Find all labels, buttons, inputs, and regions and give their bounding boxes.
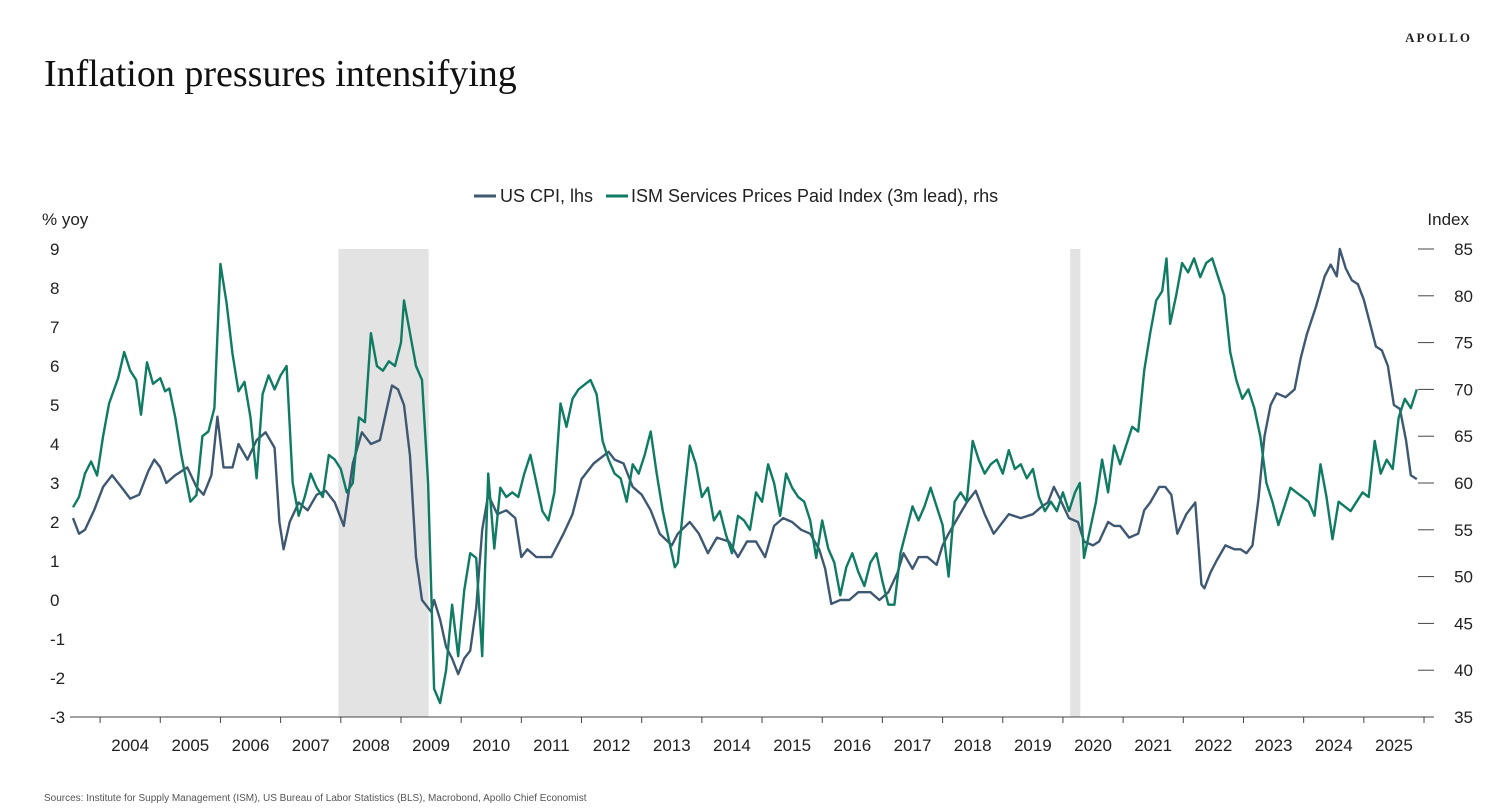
x-tick-label: 2014: [713, 736, 751, 755]
left-tick-label: -2: [50, 669, 65, 688]
x-tick-label: 2022: [1194, 736, 1232, 755]
left-tick-label: 2: [50, 513, 59, 532]
x-tick-label: 2013: [653, 736, 691, 755]
x-tick-label: 2004: [111, 736, 149, 755]
x-tick-label: 2009: [412, 736, 450, 755]
brand-logo: APOLLO: [1405, 30, 1472, 45]
right-tick-label: 80: [1454, 287, 1473, 306]
source-note: Sources: Institute for Supply Management…: [44, 793, 587, 804]
left-tick-label: 0: [50, 591, 59, 610]
x-tick-label: 2025: [1375, 736, 1413, 755]
right-tick-label: 85: [1454, 240, 1473, 259]
x-tick-label: 2021: [1134, 736, 1172, 755]
left-tick-label: 7: [50, 318, 59, 337]
x-tick-label: 2016: [833, 736, 871, 755]
right-tick-label: 75: [1454, 334, 1473, 353]
x-tick-label: 2023: [1255, 736, 1293, 755]
left-tick-label: 9: [50, 240, 59, 259]
x-tick-label: 2008: [352, 736, 390, 755]
x-tick-label: 2017: [894, 736, 932, 755]
legend-label-ism: ISM Services Prices Paid Index (3m lead)…: [631, 186, 998, 206]
x-tick-label: 2010: [472, 736, 510, 755]
x-tick-label: 2024: [1315, 736, 1353, 755]
x-tick-label: 2005: [171, 736, 209, 755]
series-line-us-cpi: [71, 247, 1418, 676]
right-tick-label: 65: [1454, 427, 1473, 446]
left-tick-label: 3: [50, 474, 59, 493]
x-tick-label: 2020: [1074, 736, 1112, 755]
left-tick-label: 6: [50, 357, 59, 376]
left-axis-label: % yoy: [42, 210, 89, 229]
chart-title: Inflation pressures intensifying: [44, 53, 517, 95]
right-tick-label: 45: [1454, 614, 1473, 633]
right-tick-label: 50: [1454, 568, 1473, 587]
x-tick-label: 2019: [1014, 736, 1052, 755]
x-tick-label: 2011: [533, 736, 570, 755]
left-tick-label: 8: [50, 279, 59, 298]
right-tick-label: 60: [1454, 474, 1473, 493]
left-tick-label: 1: [50, 552, 59, 571]
left-tick-label: 4: [50, 435, 59, 454]
series-line-ism-prices-paid: [71, 257, 1418, 705]
right-tick-label: 70: [1454, 380, 1473, 399]
x-tick-label: 2018: [954, 736, 992, 755]
legend-label-us-cpi: US CPI, lhs: [500, 186, 593, 206]
left-tick-label: -3: [50, 708, 65, 727]
right-tick-label: 55: [1454, 521, 1473, 540]
series-layer: [71, 247, 1418, 705]
recession-band-2: [1070, 249, 1081, 717]
right-tick-label: 35: [1454, 708, 1473, 727]
x-tick-label: 2007: [292, 736, 330, 755]
left-tick-label: 5: [50, 396, 59, 415]
right-axis-label: Index: [1427, 210, 1469, 229]
x-tick-label: 2012: [593, 736, 631, 755]
x-tick-label: 2015: [773, 736, 811, 755]
left-tick-label: -1: [50, 630, 65, 649]
legend: US CPI, lhs ISM Services Prices Paid Inde…: [474, 186, 998, 206]
right-tick-label: 40: [1454, 661, 1473, 680]
x-tick-label: 2006: [232, 736, 270, 755]
